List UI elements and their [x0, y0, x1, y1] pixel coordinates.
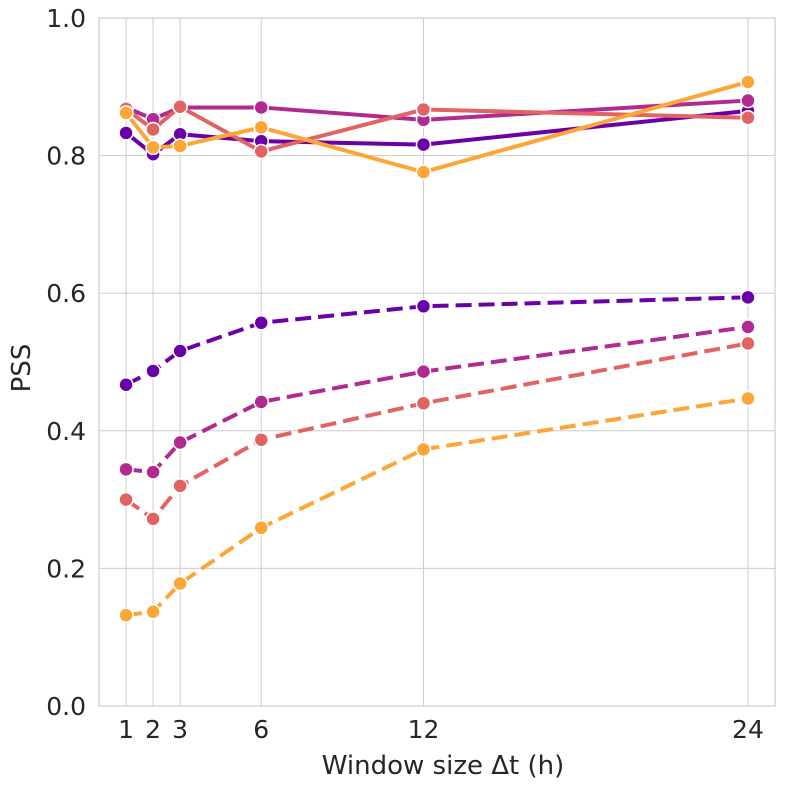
data-point [118, 461, 134, 478]
x-axis-label: Window size Δt (h) [322, 751, 564, 781]
series-dashed-1 [118, 289, 756, 393]
data-point [118, 491, 134, 508]
data-point [253, 99, 269, 116]
data-point [172, 434, 188, 451]
data-point [118, 607, 134, 623]
series-solid-3 [118, 99, 756, 160]
data-point [145, 139, 161, 156]
data-point [415, 136, 432, 153]
y-tick-label: 0.2 [46, 554, 86, 583]
x-tick-label: 6 [253, 715, 269, 744]
data-point [253, 315, 269, 331]
data-point [415, 363, 432, 380]
data-point [415, 101, 432, 118]
x-tick-label: 2 [145, 715, 161, 744]
data-point [740, 319, 756, 335]
x-tick-label: 1 [118, 715, 134, 744]
data-point [172, 575, 188, 592]
data-point [118, 105, 134, 121]
series-solid-4 [118, 74, 756, 180]
x-tick-label: 12 [408, 715, 440, 744]
x-tick-label: 3 [172, 715, 188, 744]
data-point [740, 110, 756, 126]
data-point [145, 603, 161, 620]
series-dashed-2 [118, 319, 756, 480]
y-tick-label: 1.0 [46, 4, 86, 33]
data-point [415, 298, 432, 315]
data-point [145, 121, 161, 138]
data-point [118, 376, 134, 393]
data-point [740, 335, 756, 352]
y-tick-label: 0.8 [46, 142, 86, 171]
data-point [145, 511, 161, 527]
data-point [172, 343, 188, 359]
gridlines [99, 17, 775, 707]
data-point [145, 464, 161, 480]
data-point [415, 395, 432, 412]
data-point [253, 394, 269, 410]
series-line [125, 324, 749, 475]
series-layer [118, 74, 756, 623]
data-point [172, 99, 188, 115]
series-dashed-3 [118, 335, 756, 527]
data-point [253, 520, 269, 536]
series-dashed-4 [118, 390, 756, 623]
y-tick-label: 0.0 [46, 692, 86, 721]
data-point [253, 143, 269, 160]
plot-frame [98, 17, 776, 707]
data-point [415, 441, 432, 458]
data-point [145, 363, 161, 379]
data-point [740, 289, 756, 306]
data-point [253, 431, 269, 448]
data-point [740, 92, 756, 109]
data-point [172, 478, 188, 494]
data-point [740, 74, 756, 90]
data-point [740, 390, 756, 407]
data-point [253, 119, 269, 136]
tick-labels: 1 2 3 6 12 240.00.20.40.60.81.0 [46, 4, 764, 744]
series-solid-1 [118, 103, 756, 162]
series-line [125, 396, 749, 618]
y-axis-label: PSS [7, 344, 37, 393]
x-tick-label: 24 [732, 715, 764, 744]
y-tick-label: 0.4 [46, 417, 86, 446]
data-point [415, 164, 432, 180]
data-point [118, 125, 134, 141]
y-tick-label: 0.6 [46, 279, 86, 308]
data-point [172, 138, 188, 154]
